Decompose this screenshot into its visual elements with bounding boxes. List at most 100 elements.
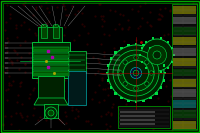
Point <box>64 14 67 16</box>
Bar <box>110 57 112 60</box>
Point <box>58 119 61 121</box>
Point <box>20 81 23 83</box>
Point <box>73 88 76 90</box>
Point <box>177 107 180 109</box>
Point <box>120 28 124 30</box>
Point <box>58 93 61 95</box>
Bar <box>173 27 196 35</box>
Point <box>28 52 31 54</box>
Point <box>126 90 130 92</box>
Bar <box>152 37 154 39</box>
Point <box>5 99 8 101</box>
Point <box>122 110 126 112</box>
Point <box>176 81 179 83</box>
Point <box>32 107 35 109</box>
Bar <box>139 54 141 56</box>
Point <box>105 123 108 125</box>
Point <box>27 97 31 99</box>
Bar <box>53 26 59 38</box>
Bar <box>120 111 155 113</box>
Point <box>85 43 88 45</box>
Point <box>93 91 96 93</box>
Point <box>192 2 195 4</box>
Point <box>43 55 46 57</box>
Point <box>90 122 93 125</box>
Point <box>112 103 115 105</box>
Point <box>129 106 132 108</box>
Point <box>19 82 22 84</box>
Point <box>175 24 178 27</box>
Point <box>99 14 102 17</box>
Bar <box>33 47 69 52</box>
Point <box>35 81 38 83</box>
Point <box>49 36 53 38</box>
Point <box>113 64 117 66</box>
Circle shape <box>153 51 161 59</box>
Point <box>54 46 57 48</box>
Point <box>116 85 119 87</box>
Point <box>172 85 176 88</box>
Point <box>45 22 48 24</box>
Point <box>84 53 88 55</box>
Bar <box>107 79 109 82</box>
Point <box>29 59 32 61</box>
Point <box>24 119 28 121</box>
Point <box>32 41 35 43</box>
Circle shape <box>149 71 154 75</box>
Point <box>31 14 34 16</box>
Point <box>76 61 79 63</box>
Circle shape <box>123 60 149 86</box>
Point <box>17 68 20 70</box>
Point <box>101 15 104 18</box>
Point <box>16 53 19 55</box>
Point <box>97 61 100 63</box>
Point <box>143 122 146 124</box>
Point <box>110 106 114 108</box>
Point <box>128 79 131 81</box>
Point <box>133 64 136 66</box>
Point <box>9 123 12 125</box>
Point <box>70 109 73 111</box>
Point <box>167 54 170 56</box>
Point <box>6 50 9 52</box>
Point <box>99 3 102 5</box>
Point <box>144 65 147 67</box>
Point <box>37 119 40 121</box>
Bar <box>160 71 162 73</box>
Point <box>74 117 77 119</box>
Point <box>189 7 192 9</box>
Point <box>127 19 130 21</box>
Point <box>174 105 177 107</box>
Point <box>74 108 77 110</box>
Point <box>138 109 141 111</box>
Point <box>9 84 13 86</box>
Point <box>84 69 87 72</box>
Point <box>185 127 188 129</box>
Point <box>177 119 180 121</box>
Point <box>67 58 70 60</box>
Point <box>130 8 133 10</box>
Bar <box>145 41 147 43</box>
Point <box>28 93 31 95</box>
Point <box>56 55 59 57</box>
Point <box>138 25 142 27</box>
Point <box>53 42 57 44</box>
Point <box>101 79 104 81</box>
Point <box>34 5 38 8</box>
Point <box>76 110 80 113</box>
Point <box>109 113 112 115</box>
Point <box>163 34 166 36</box>
Point <box>114 10 117 12</box>
Point <box>81 23 84 25</box>
Bar <box>173 100 196 108</box>
Point <box>143 124 147 126</box>
Point <box>178 42 181 44</box>
Bar <box>173 69 196 76</box>
Point <box>116 106 119 108</box>
Point <box>156 38 159 40</box>
Point <box>92 56 95 58</box>
Circle shape <box>130 67 142 79</box>
Point <box>120 27 123 30</box>
Bar <box>120 122 155 125</box>
Point <box>143 44 146 46</box>
